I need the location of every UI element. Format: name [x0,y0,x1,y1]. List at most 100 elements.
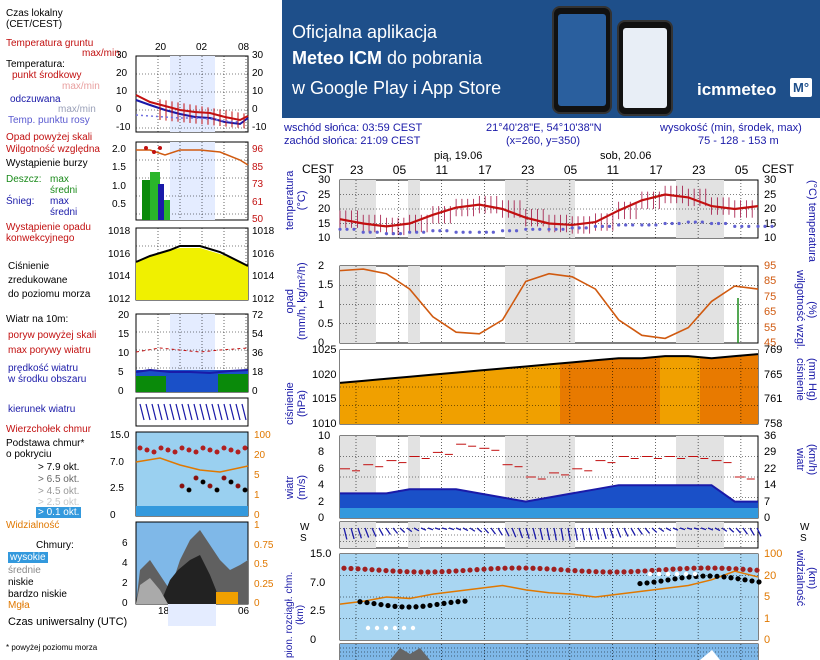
app-promo-banner[interactable]: Oficjalna aplikacja Meteo ICM do pobrani… [282,0,820,118]
mini-time-top: 20 [155,42,167,53]
legend-soil-minmax: max/min [82,48,120,59]
legend-fog: Mgła [8,600,30,611]
dewpoint-dot [484,230,488,234]
dewpoint-dot [584,226,588,230]
mini-pres-tick-l: 1012 [108,294,131,305]
temp-tick-l: 20 [318,203,331,215]
dewpoint-dot [477,230,481,234]
mini-cl-tick-r: 0 [254,598,260,609]
hour-label: 05 [392,163,407,177]
mini-cl-tick-l: 2 [122,578,128,589]
wind-arrow [700,527,707,531]
wind-low-band [340,508,758,518]
mini-cb-tick-l: 15.0 [110,430,130,441]
wind-arrow [371,527,377,537]
wind-arrow [525,527,530,539]
wind-tick-l: 4 [318,479,325,492]
mini-wind-tick-l: 10 [118,348,130,359]
mini-legend-chart [135,55,249,626]
cloud-top-dot [348,565,354,572]
cloud-top-dot [656,567,662,573]
cloud-base-dot [647,571,653,577]
dewpoint-dot [431,229,435,233]
mini-pres-tick-l: 1014 [108,271,131,283]
mini-cb-tick-r: 5 [254,470,260,481]
temp-tick-l: 15 [318,217,331,230]
dewpoint-dot [538,227,542,231]
wind-tick-l: 6 [318,462,325,475]
dewpoint-dot [422,230,426,234]
wind-arrow [574,527,578,541]
cloud-top-dot [698,565,704,571]
pressure-line [339,353,759,384]
mini-wind-tick-l: 5 [118,367,124,378]
mini-temp-tick-r: -10 [252,122,267,133]
cloud-base-dot [665,577,671,583]
mini-temp-tick-l: -10 [116,122,131,133]
cloud-top-dot [628,569,634,575]
mini-cb-tick-r: 0 [254,510,260,521]
hour-label: 11 [606,163,620,177]
wind-arrow [609,527,615,539]
wind-arrow [385,527,391,535]
wind-arrow [735,527,742,534]
wind-arrow [504,527,510,537]
cloud-top-dot [712,565,718,571]
temperature-line [339,193,759,228]
cloud-base-dot [385,602,391,609]
cloud-top-dot [418,569,424,575]
wind-arrow [560,527,564,541]
label-cloud: pion. rozciągł. chm. (km) [284,571,306,658]
visibility-line [339,570,759,605]
cloud-top-dot [565,567,571,573]
wind-arrow [546,527,551,541]
cloud-base-dot [721,574,727,580]
legend-mid-point: punkt środkowy [12,70,82,81]
cloud-base-dot [427,602,433,609]
wind-arrow [539,527,544,540]
cloud-base-dot [410,625,416,631]
wind-arrow [413,527,420,532]
dewpoint-dot [531,227,535,231]
banner-line1: Oficjalna aplikacja [292,22,438,42]
cloud-base-dot [735,576,741,582]
mini-temp-tick-r: 10 [252,86,264,97]
cloud-base-dot [420,603,426,609]
cloud-base-dot [637,580,643,587]
legend-rain: Deszcz: [6,174,42,185]
mini-hum-tick-r: 50 [252,214,264,225]
cloud-top-dot [747,567,753,573]
banner-line3: w Google Play i App Store [292,78,502,98]
cloud-base-dot [644,580,650,586]
legend-dew: Temp. punktu rosy [8,115,90,126]
mini-wind-tick-r: 0 [252,386,258,397]
legend-wind-10m: Wiatr na 10m: [6,314,69,325]
vis-tick-r: 0 [764,634,771,646]
hum-tick-r: 65 [764,306,777,319]
legend-wind-dir: kierunek wiatru [8,404,76,415]
mini-cl-tick-r: 0.5 [254,559,268,570]
cloud-top-dot [684,565,690,572]
wind-arrow [343,527,348,540]
label-wind-r: (km/h) wiatr [794,444,818,476]
pres-tick-l: 1025 [312,344,337,356]
legend-okt79: > 7.9 okt. [38,462,80,473]
precip-tick-l: 0.5 [318,317,334,330]
wind-arrow [595,527,600,540]
hum-tick-r: 95 [764,260,777,272]
wind-arrow [448,527,455,531]
mini-temp-tick-r: 20 [252,68,264,79]
cloud-base-dot [378,601,384,608]
wind-arrow [483,527,490,534]
wind-arrow [399,527,406,533]
label-wind: wiatr (m/s) [284,474,308,500]
cloud-base-dot [665,571,671,577]
wind-arrow [707,527,714,531]
dewpoint-dot [384,232,389,236]
dewpoint-dot [686,220,690,224]
temp-tick-r: 10 [764,232,777,244]
temp-tick-l: 25 [318,188,331,201]
dewpoint-dot [491,230,495,234]
mini-precip-tick-l: 1.5 [112,162,126,174]
cloud-base-dot [364,599,370,606]
